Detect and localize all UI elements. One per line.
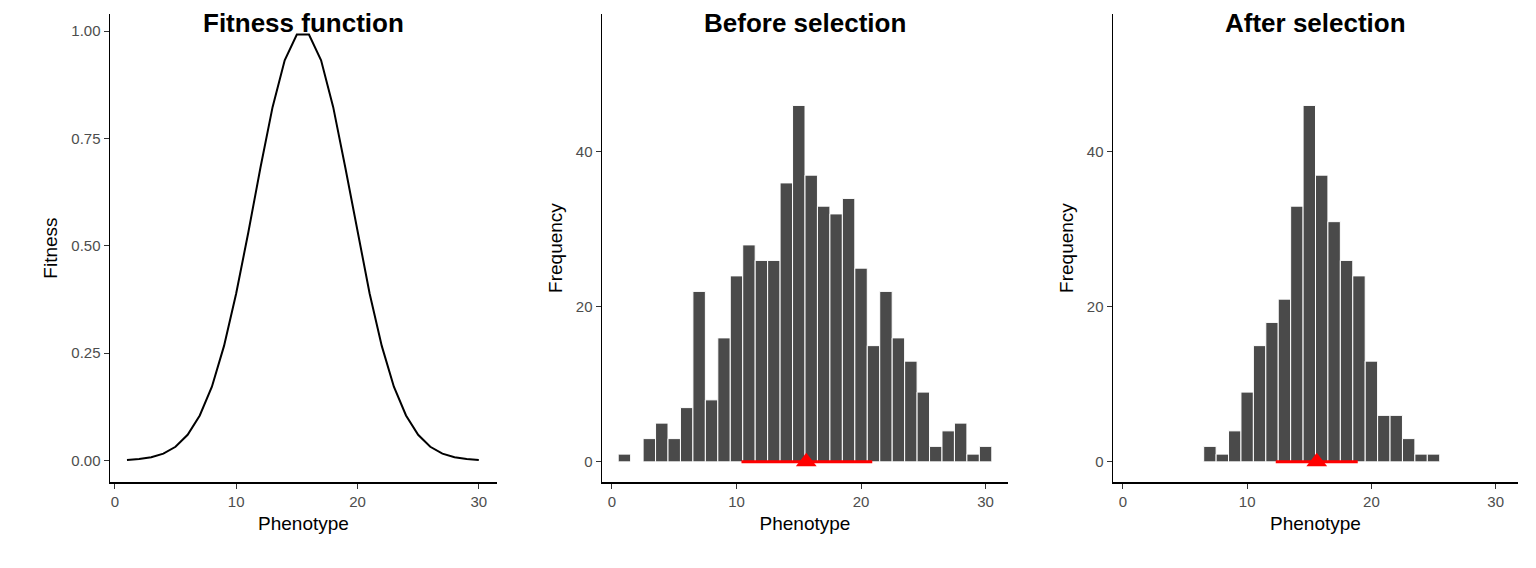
svg-text:Phenotype: Phenotype	[258, 513, 349, 534]
svg-text:Before selection: Before selection	[704, 8, 906, 38]
svg-text:10: 10	[228, 493, 245, 510]
svg-text:20: 20	[853, 493, 870, 510]
svg-text:0: 0	[608, 493, 616, 510]
svg-text:1.00: 1.00	[71, 22, 100, 39]
svg-text:Phenotype: Phenotype	[760, 513, 851, 534]
svg-text:0: 0	[584, 453, 592, 470]
svg-text:Frequency: Frequency	[1056, 203, 1077, 293]
svg-text:0: 0	[1095, 453, 1103, 470]
svg-text:20: 20	[1087, 298, 1104, 315]
svg-text:0: 0	[111, 493, 119, 510]
svg-text:Phenotype: Phenotype	[1270, 513, 1361, 534]
svg-text:40: 40	[1087, 143, 1104, 160]
svg-text:Fitness: Fitness	[40, 217, 61, 278]
svg-text:0.00: 0.00	[71, 452, 100, 469]
svg-text:40: 40	[576, 143, 593, 160]
svg-text:10: 10	[728, 493, 745, 510]
svg-text:20: 20	[576, 298, 593, 315]
svg-text:30: 30	[470, 493, 487, 510]
svg-text:0.25: 0.25	[71, 344, 100, 361]
svg-text:30: 30	[977, 493, 994, 510]
svg-text:Frequency: Frequency	[545, 203, 566, 293]
svg-text:10: 10	[1239, 493, 1256, 510]
svg-text:Fitness function: Fitness function	[203, 8, 404, 38]
svg-text:0: 0	[1119, 493, 1127, 510]
svg-text:20: 20	[1363, 493, 1380, 510]
svg-text:After selection: After selection	[1225, 8, 1406, 38]
svg-text:0.50: 0.50	[71, 237, 100, 254]
svg-text:20: 20	[349, 493, 366, 510]
svg-text:30: 30	[1487, 493, 1504, 510]
svg-text:0.75: 0.75	[71, 130, 100, 147]
